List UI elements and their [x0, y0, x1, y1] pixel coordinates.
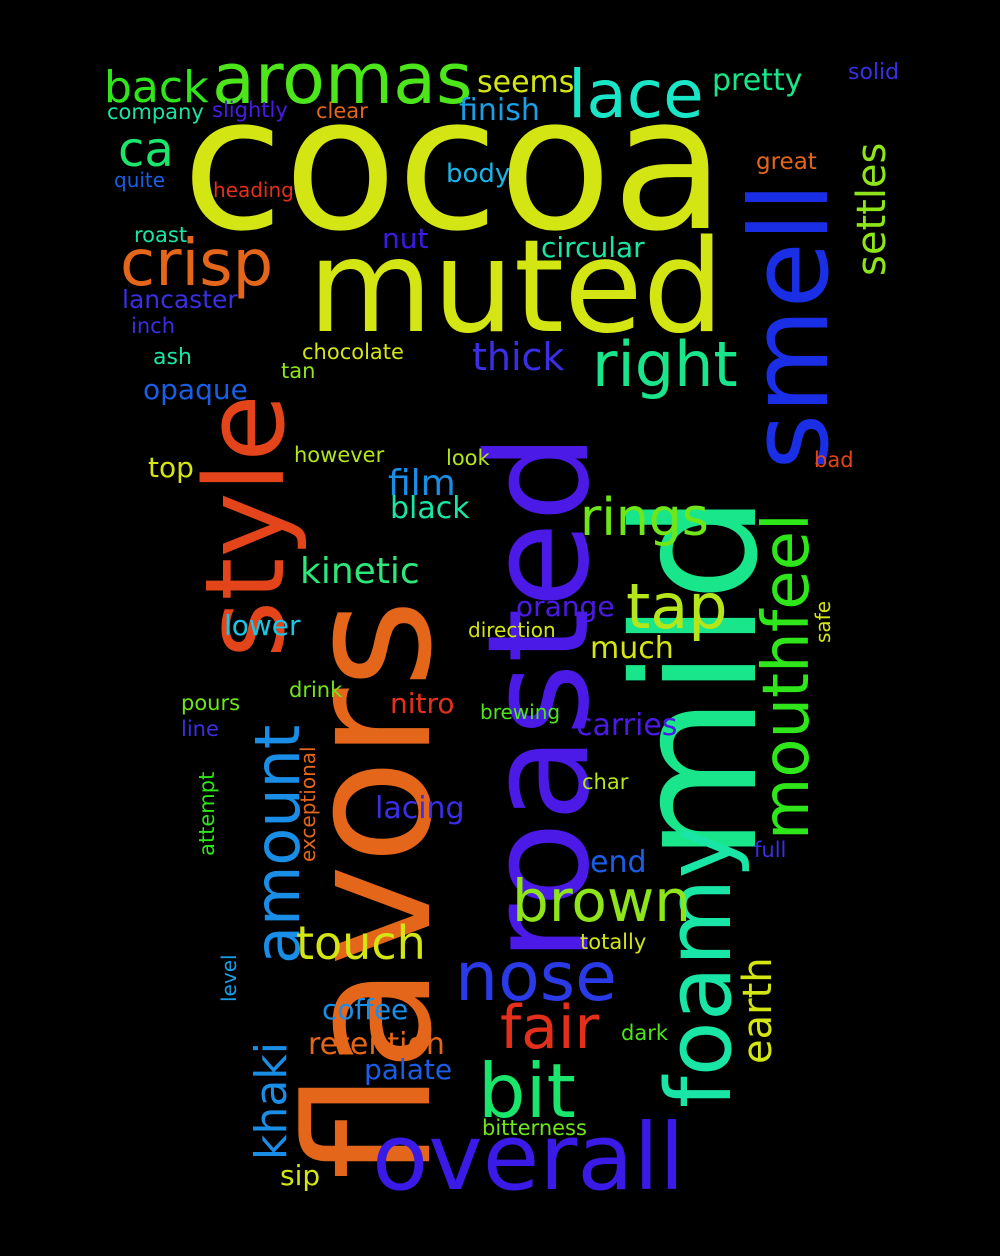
word-orange: orange	[516, 590, 615, 623]
word-coffee: coffee	[322, 993, 409, 1026]
word-top: top	[148, 451, 194, 484]
word-brewing: brewing	[480, 700, 561, 724]
word-lancaster: lancaster	[122, 285, 238, 314]
word-muted: muted	[308, 213, 724, 362]
word-dark: dark	[621, 1021, 668, 1045]
word-finish: finish	[459, 93, 540, 128]
word-nitro: nitro	[390, 687, 455, 720]
word-exceptional: exceptional	[296, 746, 320, 862]
word-safe: safe	[811, 600, 835, 643]
word-khaki: khaki	[246, 1041, 297, 1160]
word-quite: quite	[114, 168, 166, 192]
word-tan: tan	[281, 359, 316, 383]
word-brown: brown	[512, 867, 692, 935]
word-however: however	[294, 443, 385, 467]
word-earth: earth	[735, 957, 781, 1064]
word-company: company	[107, 100, 204, 124]
word-seems: seems	[477, 65, 575, 100]
word-mouthfeel: mouthfeel	[750, 513, 824, 840]
word-film: film	[388, 463, 456, 504]
word-pretty: pretty	[712, 63, 803, 98]
word-slightly: slightly	[212, 98, 288, 122]
word-overall: overall	[372, 1104, 685, 1211]
word-direction: direction	[468, 618, 556, 642]
word-totally: totally	[580, 930, 647, 954]
word-chocolate: chocolate	[302, 340, 404, 364]
word-opaque: opaque	[143, 373, 248, 406]
word-lacing: lacing	[375, 791, 465, 826]
word-cocoa: cocoa	[182, 56, 726, 272]
word-nut: nut	[382, 222, 429, 255]
word-look: look	[446, 446, 490, 470]
word-much: much	[590, 631, 674, 666]
word-full: full	[754, 838, 787, 862]
word-lower: lower	[224, 609, 301, 642]
word-end: end	[590, 845, 647, 880]
word-heading: heading	[213, 178, 294, 202]
word-aromas: aromas	[212, 38, 473, 120]
word-clear: clear	[316, 99, 368, 123]
word-roast: roast	[134, 223, 188, 247]
word-settles: settles	[849, 142, 895, 276]
word-tap: tap	[626, 570, 728, 643]
word-solid: solid	[848, 60, 900, 85]
word-black: black	[390, 491, 470, 526]
word-touch: touch	[296, 916, 426, 970]
word-crisp: crisp	[120, 227, 274, 301]
word-inch: inch	[131, 314, 175, 338]
word-lace: lace	[568, 56, 704, 133]
word-drink: drink	[289, 678, 343, 702]
word-bad: bad	[814, 448, 854, 472]
word-level: level	[217, 954, 241, 1002]
word-smell: smell	[728, 182, 853, 470]
word-right: right	[592, 328, 738, 401]
word-kinetic: kinetic	[300, 551, 420, 592]
word-rings: rings	[580, 488, 709, 548]
word-palate: palate	[364, 1053, 453, 1086]
word-bit: bit	[478, 1047, 576, 1135]
word-circular: circular	[541, 231, 645, 264]
word-carries: carries	[576, 708, 678, 743]
word-great: great	[756, 149, 817, 175]
word-sip: sip	[280, 1159, 321, 1192]
word-bitterness: bitterness	[482, 1116, 587, 1140]
word-char: char	[582, 770, 629, 794]
word-body: body	[446, 159, 511, 189]
word-line: line	[181, 717, 219, 741]
word-back: back	[104, 62, 209, 113]
word-ca: ca	[118, 122, 174, 178]
word-pours: pours	[181, 691, 241, 715]
word-attempt: attempt	[195, 771, 219, 856]
word-nose: nose	[455, 938, 617, 1017]
word-ash: ash	[153, 345, 192, 370]
word-fair: fair	[500, 993, 600, 1063]
word-thick: thick	[472, 335, 565, 379]
word-retention: retention	[308, 1027, 445, 1062]
